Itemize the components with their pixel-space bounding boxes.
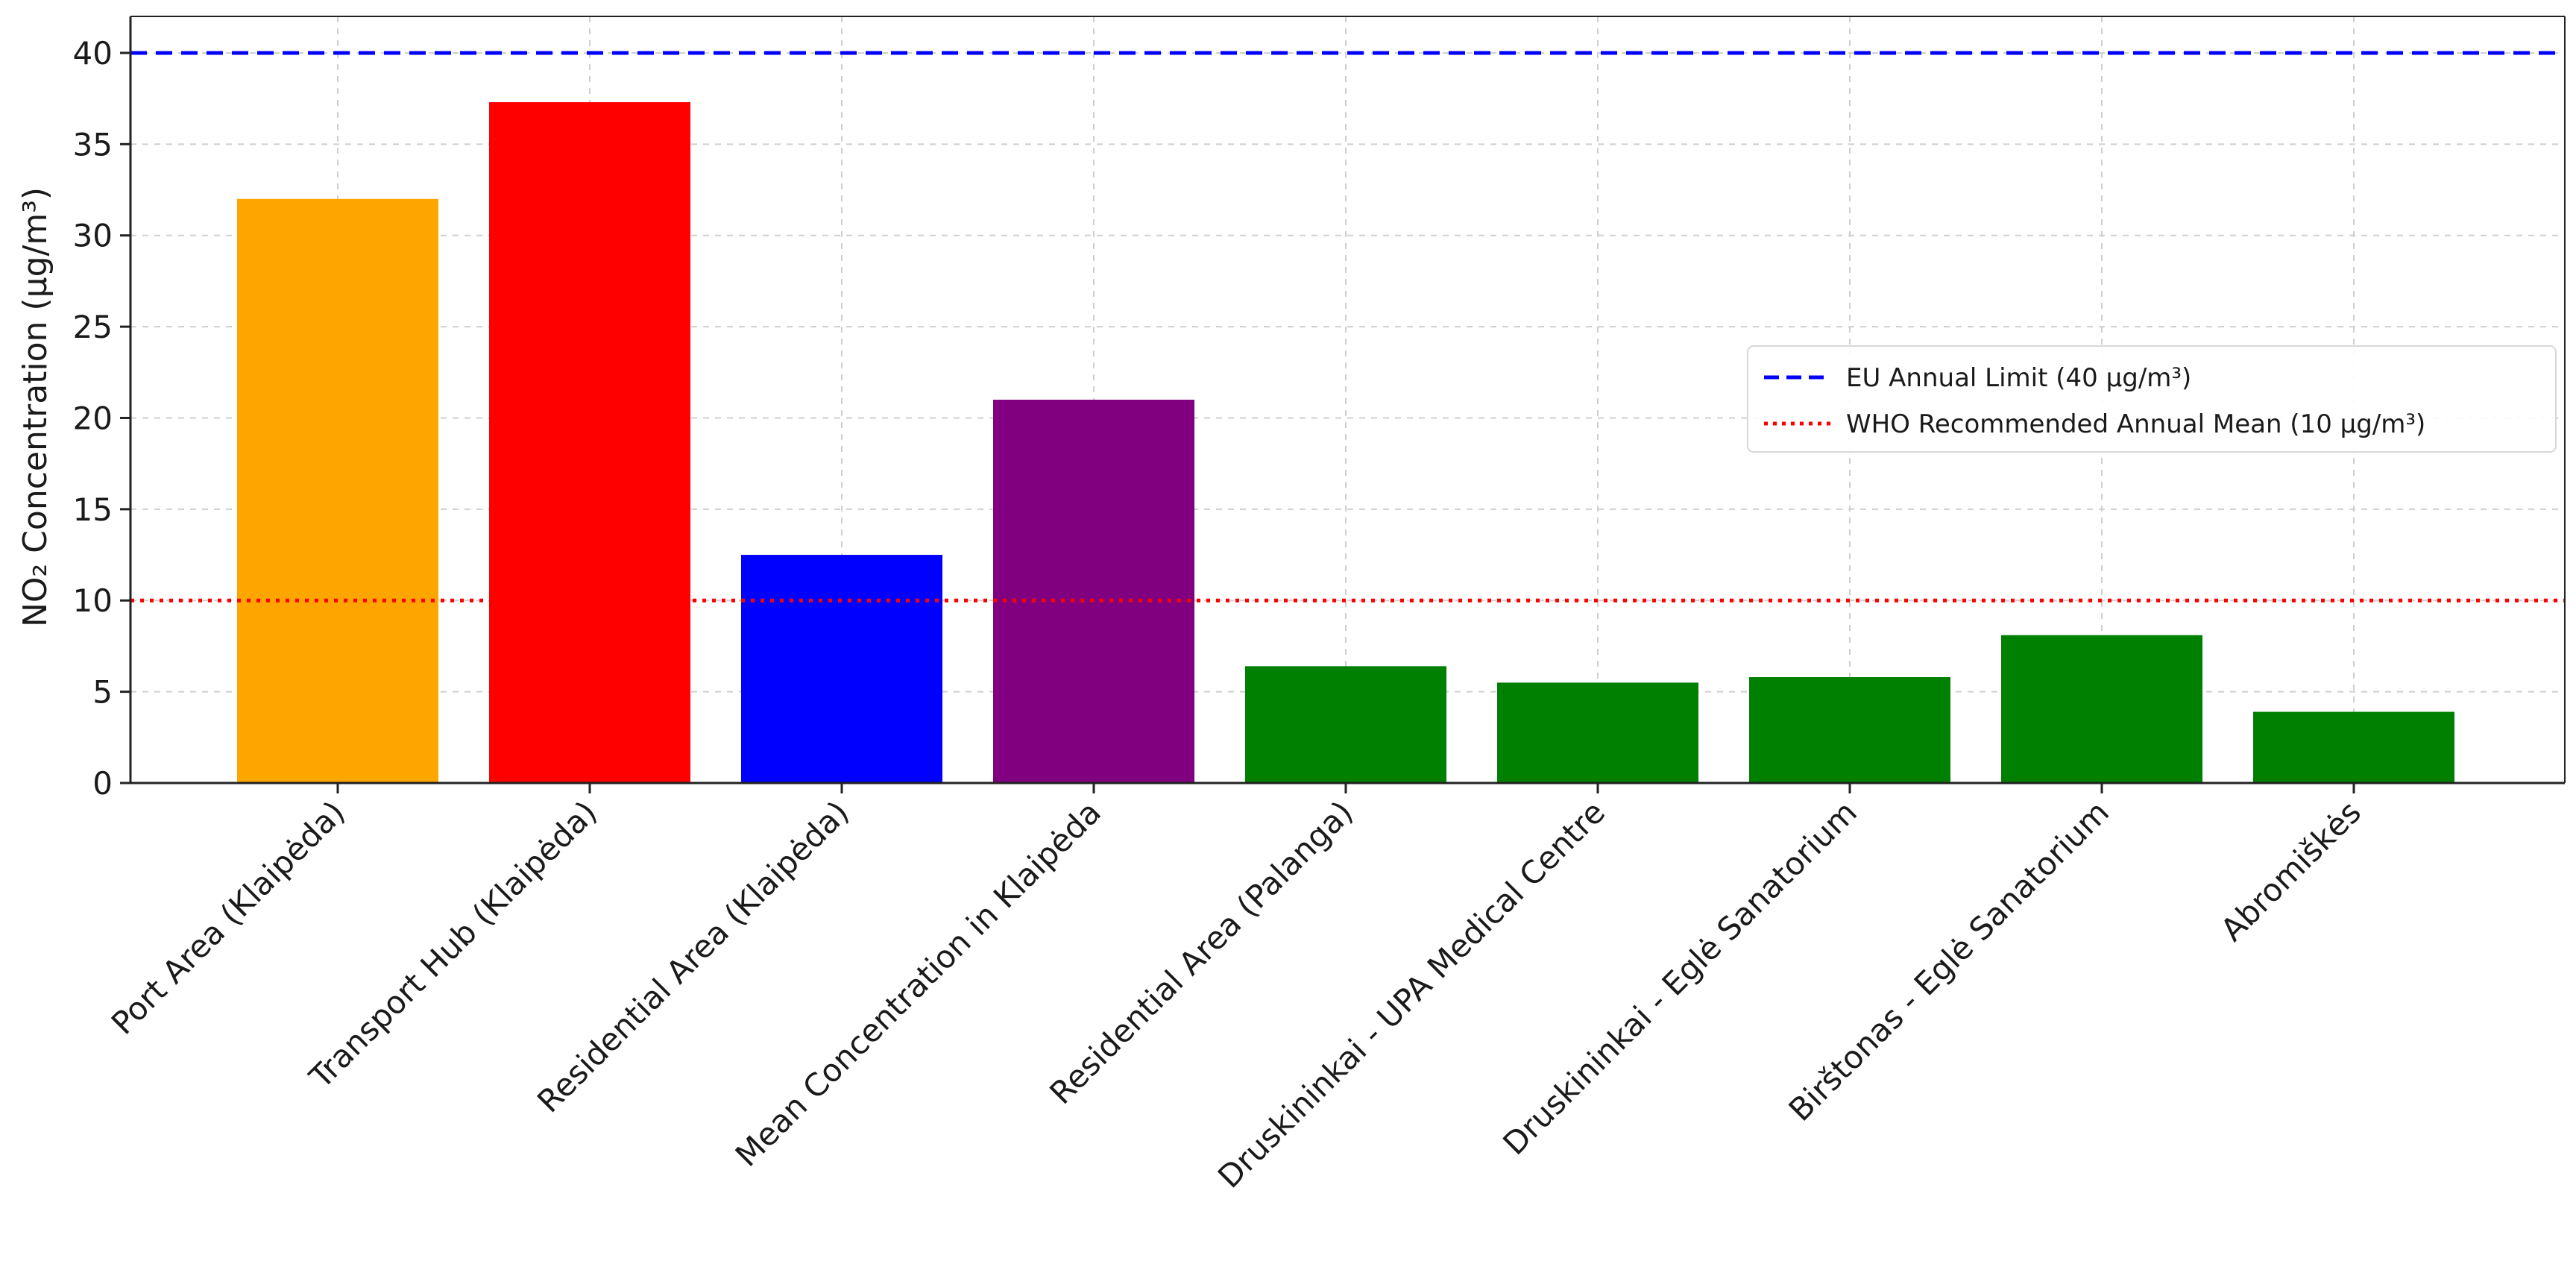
bars-layer	[237, 102, 2454, 784]
bar	[993, 400, 1194, 783]
y-tick-label: 5	[92, 674, 113, 711]
legend: EU Annual Limit (40 μg/m³) WHO Recommende…	[1747, 345, 2557, 453]
bar	[2253, 711, 2454, 783]
bar	[2001, 635, 2202, 783]
x-tick-label: Abromiškės	[2214, 793, 2368, 948]
legend-box	[1747, 345, 2557, 453]
y-tick-label: 25	[73, 309, 113, 345]
reference-lines-layer	[130, 51, 2565, 603]
bar	[237, 198, 438, 783]
bar	[1245, 666, 1446, 783]
y-tick-label: 10	[73, 582, 113, 619]
bar	[489, 102, 690, 784]
y-tick-label: 15	[73, 491, 113, 528]
y-axis-label: NO₂ Concentration (μg/m³)	[16, 187, 54, 627]
axes-layer	[129, 16, 2566, 784]
bar	[1749, 677, 1950, 783]
x-tick-label: Residential Area (Palanga)	[1042, 793, 1360, 1111]
y-tick-label: 20	[73, 400, 113, 436]
x-tick-label: Druskininkai - UPA Medical Centre	[1211, 793, 1612, 1195]
bar	[1497, 682, 1698, 783]
legend-entry-label: EU Annual Limit (40 μg/m³)	[1846, 363, 2191, 393]
x-tick-label: Port Area (Klaipėda)	[104, 793, 352, 1041]
y-tick-label: 0	[92, 765, 113, 802]
bar	[741, 555, 942, 783]
legend-entry-label: WHO Recommended Annual Mean (10 μg/m³)	[1846, 409, 2425, 439]
y-tick-label: 30	[73, 218, 113, 254]
x-tick-label: Transport Hub (Klaipėda)	[302, 793, 604, 1095]
y-tick-label: 35	[73, 126, 113, 163]
y-tick-label: 40	[73, 35, 113, 72]
